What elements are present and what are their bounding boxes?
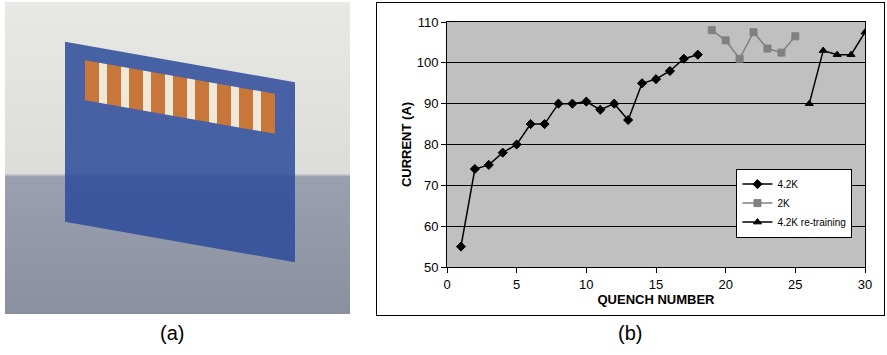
svg-text:4.2K re-training: 4.2K re-training (777, 217, 845, 228)
svg-text:15: 15 (649, 277, 663, 292)
svg-text:60: 60 (424, 219, 438, 234)
svg-text:0: 0 (443, 277, 450, 292)
svg-text:20: 20 (718, 277, 732, 292)
svg-text:100: 100 (417, 55, 439, 70)
svg-text:80: 80 (424, 137, 438, 152)
svg-text:70: 70 (424, 178, 438, 193)
svg-text:25: 25 (788, 277, 802, 292)
svg-text:QUENCH NUMBER: QUENCH NUMBER (598, 292, 716, 307)
svg-text:2K: 2K (777, 198, 790, 209)
svg-text:90: 90 (424, 96, 438, 111)
svg-text:5: 5 (513, 277, 520, 292)
svg-text:4.2K: 4.2K (777, 179, 798, 190)
html-text:(b): (b) (618, 322, 643, 344)
html-text:(a): (a) (160, 322, 185, 344)
svg-text:CURRENT (A): CURRENT (A) (399, 102, 414, 187)
svg-text:110: 110 (418, 15, 439, 30)
svg-text:10: 10 (579, 277, 593, 292)
svg-text:50: 50 (424, 260, 438, 275)
svg-text:30: 30 (858, 277, 872, 292)
